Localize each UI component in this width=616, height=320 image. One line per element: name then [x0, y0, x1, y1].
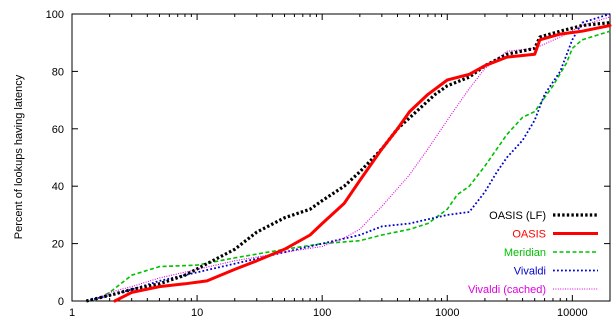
legend-label: Vivaldi: [514, 266, 546, 278]
x-tick-label: 1: [69, 307, 75, 319]
x-tick-label: 1000: [435, 307, 459, 319]
x-tick-label: 100: [313, 307, 331, 319]
legend: OASIS (LF) OASIS Meridian Vivaldi Vivaldi (c…: [468, 210, 598, 296]
y-tick-label: 40: [52, 181, 64, 193]
legend-label: OASIS: [512, 229, 546, 241]
x-tick-label: 10000: [557, 307, 588, 319]
series-line-vivaldi-cached: [93, 16, 611, 302]
axis-ticks: 1 10 100 1000 10000 0 20 40 60 80 100: [46, 9, 611, 319]
x-tick-label: 10: [191, 307, 203, 319]
series-layer: [85, 13, 612, 303]
y-axis-title: Percent of lookups having latency: [13, 74, 25, 239]
legend-label: Meridian: [504, 247, 546, 259]
series-line-meridian: [93, 30, 611, 302]
plot-frame: [71, 13, 611, 302]
y-tick-label: 100: [46, 9, 64, 21]
legend-label: OASIS (LF): [489, 210, 546, 222]
legend-label: Vivaldi (cached): [468, 284, 546, 296]
y-tick-label: 60: [52, 124, 64, 136]
series-line-oasis-lf: [85, 21, 611, 303]
y-tick-label: 20: [52, 239, 64, 251]
y-tick-label: 80: [52, 66, 64, 78]
series-line-oasis: [113, 24, 612, 303]
y-tick-label: 0: [58, 296, 64, 308]
